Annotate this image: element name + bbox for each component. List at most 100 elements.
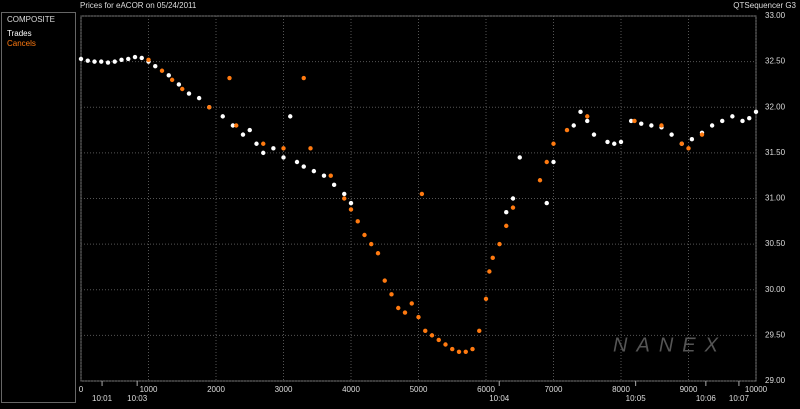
point (294, 159, 300, 165)
point (132, 54, 138, 60)
point (477, 328, 482, 334)
y-tick-label: 31.50 (765, 148, 786, 157)
point (649, 123, 654, 128)
point (153, 63, 158, 69)
point (487, 269, 492, 274)
point (544, 159, 549, 165)
time-tick-label: 10:05 (626, 394, 647, 403)
point (331, 182, 337, 188)
point (375, 251, 381, 256)
point (544, 200, 549, 206)
source-label: QTSequencer G3 (733, 1, 796, 10)
point (605, 139, 610, 145)
point (85, 58, 90, 63)
point (463, 349, 468, 354)
point (261, 141, 266, 146)
point (301, 164, 306, 169)
x-tick-label: 8000 (612, 385, 630, 394)
point (669, 132, 674, 137)
x-tick-label: 9000 (680, 385, 698, 394)
x-tick-label: 0 (79, 385, 84, 394)
point (510, 196, 516, 201)
point (551, 141, 556, 146)
point (436, 337, 441, 343)
point (537, 178, 543, 183)
point (240, 132, 246, 137)
point (311, 168, 317, 174)
point (261, 150, 266, 156)
legend-entry: Trades (7, 29, 32, 38)
point (281, 146, 286, 151)
point (679, 141, 684, 146)
point (517, 155, 522, 160)
point (281, 155, 286, 160)
time-tick-label: 10:04 (489, 394, 510, 403)
point (689, 136, 695, 142)
point (389, 292, 394, 297)
point (342, 191, 347, 197)
point (342, 196, 347, 201)
point (247, 127, 252, 133)
point (176, 82, 182, 87)
point (571, 123, 576, 128)
y-tick-label: 30.50 (765, 239, 786, 248)
x-tick-label: 10000 (745, 385, 768, 394)
point (288, 114, 293, 119)
point (510, 205, 516, 210)
point (632, 118, 637, 124)
panel-title: COMPOSITE (7, 15, 55, 24)
point (699, 132, 705, 137)
point (450, 346, 455, 352)
x-tick-label: 6000 (477, 385, 495, 394)
y-tick-label: 29.00 (765, 376, 786, 385)
point (369, 241, 374, 247)
point (207, 105, 212, 110)
point (753, 109, 759, 115)
y-tick-label: 30.00 (765, 285, 786, 294)
point (456, 349, 462, 354)
point (429, 333, 435, 338)
point (483, 296, 489, 302)
x-tick-label: 3000 (275, 385, 293, 394)
chart-title: Prices for eACOR on 05/24/2011 (80, 1, 197, 10)
point (416, 314, 421, 320)
point (92, 59, 97, 64)
point (504, 223, 509, 229)
point (362, 232, 367, 238)
time-tick-label: 10:06 (696, 394, 717, 403)
point (99, 59, 104, 64)
point (504, 209, 509, 215)
point (271, 146, 276, 151)
point (709, 123, 715, 128)
point (612, 141, 617, 146)
point (355, 219, 360, 224)
point (321, 173, 327, 178)
point (730, 114, 735, 119)
point (659, 123, 664, 128)
point (348, 200, 354, 206)
point (686, 146, 691, 151)
point (423, 328, 428, 334)
point (409, 301, 414, 306)
y-tick-label: 29.50 (765, 330, 786, 339)
point (578, 109, 583, 115)
point (112, 59, 117, 64)
point (585, 118, 590, 124)
point (166, 73, 171, 78)
point (470, 346, 475, 352)
point (720, 118, 725, 124)
point (159, 68, 165, 73)
point (348, 207, 354, 212)
point (119, 57, 124, 62)
point (126, 56, 131, 62)
y-tick-label: 31.00 (765, 194, 786, 203)
watermark: NANEX (613, 334, 727, 356)
point (402, 310, 408, 315)
point (196, 95, 202, 101)
point (639, 121, 644, 126)
point (591, 132, 597, 137)
point (254, 141, 259, 146)
point (382, 278, 387, 283)
point (628, 118, 634, 124)
point (618, 139, 624, 145)
